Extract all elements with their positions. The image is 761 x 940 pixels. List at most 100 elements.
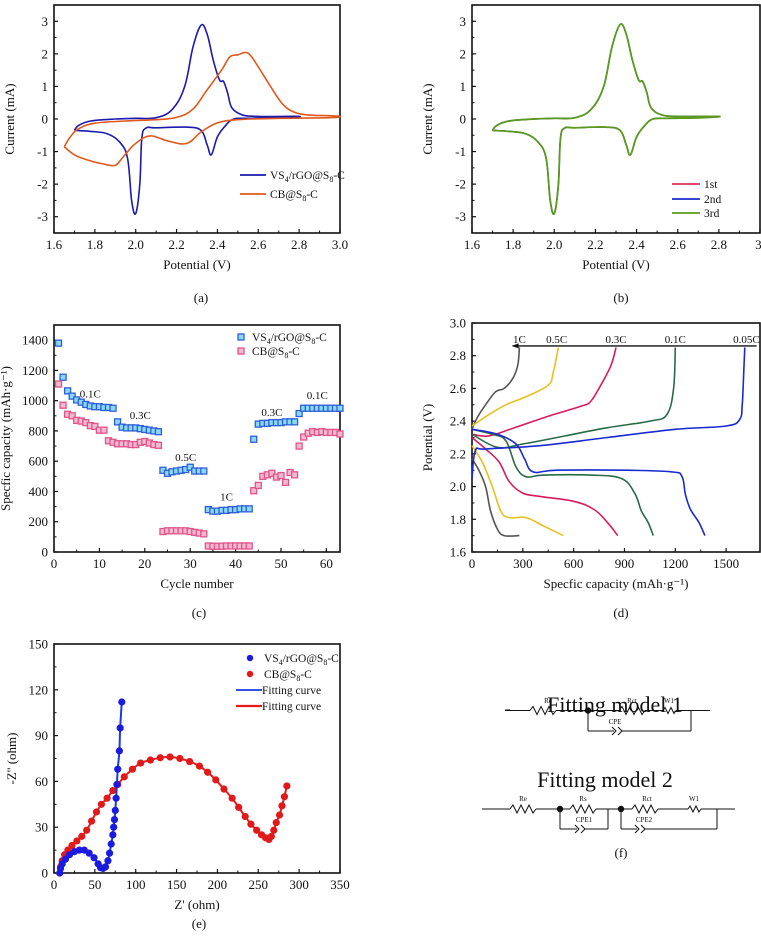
data-point-cb (270, 826, 278, 834)
data-point-cb (68, 841, 76, 850)
charge-curve-0.5C (471, 347, 560, 427)
data-point-vs4-rgo (115, 747, 123, 755)
y-tick-label: 2.2 (450, 446, 466, 461)
data-point-cb (220, 785, 228, 793)
y-tick-label: -2 (37, 177, 48, 192)
data-point-cb (78, 832, 86, 840)
data-point-cb (176, 754, 184, 763)
data-point-cb (200, 530, 208, 538)
label-cpe: CPE (609, 718, 622, 726)
y-tick-label: 3 (42, 14, 49, 29)
x-tick-label: 2.2 (587, 237, 603, 252)
data-point-cb (278, 802, 286, 810)
data-point-cb (204, 768, 212, 776)
x-axis-label: Cycle number (160, 576, 234, 591)
x-tick-label: 50 (274, 556, 287, 571)
discharge-curve-0.5C (471, 445, 564, 537)
data-point-cb (245, 542, 253, 550)
series-line-cb (63, 51, 341, 167)
x-tick-label: 1.8 (87, 237, 103, 252)
data-point-vs4-rgo (59, 373, 67, 381)
data-point-cb (275, 811, 284, 819)
rate-label: 0.1C (665, 334, 686, 346)
x-tick-label: 350 (330, 877, 350, 892)
x-tick-label: 250 (249, 877, 269, 892)
y-tick-label: 1 (460, 79, 467, 94)
data-point-cb (277, 471, 285, 480)
y-tick-label: 1.6 (450, 545, 467, 560)
y-tick-label: 1200 (22, 363, 48, 378)
x-tick-label: 2.4 (209, 237, 226, 252)
data-point-vs4-rgo (105, 849, 114, 857)
data-point-cb (87, 817, 96, 825)
y-tick-label: 150 (29, 637, 49, 652)
y-tick-label: -3 (37, 209, 48, 224)
circuit-model-2 (482, 803, 735, 834)
y-tick-label: 60 (35, 774, 48, 789)
data-point-cb (267, 832, 275, 840)
panel-c-rate-performance: 0 10 20 30 40 50 600200400600800100012001400Cy… (0, 324, 344, 620)
x-tick-label: 30 (184, 556, 197, 571)
data-point-cb (241, 812, 249, 821)
y-tick-label: 400 (29, 484, 49, 499)
label-rs: Rs (579, 795, 587, 803)
data-point-cb (235, 803, 243, 811)
y-tick-label: 0 (42, 866, 49, 881)
data-point-vs4-rgo (113, 418, 122, 426)
legend-label: VS4​/rGO@S8​-C (270, 170, 345, 184)
data-point-vs4-rgo (112, 794, 120, 802)
data-point-cb (283, 782, 291, 790)
legend-label: Fitting curve (262, 685, 321, 697)
x-axis-label: Specfic capacity (mAh·g⁻¹) (543, 576, 688, 591)
legend-swatch (246, 670, 254, 678)
circuit-model-1 (505, 705, 710, 736)
data-point-vs4-rgo (110, 815, 119, 824)
data-point-cb (272, 819, 280, 827)
data-point-cb (228, 794, 236, 802)
y-tick-label: 2 (42, 46, 49, 61)
label-cpe2: CPE2 (636, 816, 653, 824)
data-point-vs4-rgo (109, 831, 117, 839)
panel-label-f: (f) (615, 845, 628, 860)
data-point-vs4-rgo (101, 863, 110, 871)
data-point-cb (268, 469, 276, 477)
x-axis-label: Potential (V) (163, 257, 231, 272)
data-point-cb (156, 754, 164, 762)
data-point-vs4-rgo (54, 339, 63, 347)
y-tick-label: 2.0 (450, 479, 466, 494)
y-tick-label: 2 (460, 46, 467, 61)
data-point-cb (91, 422, 99, 431)
rate-annotation: 0.3C (261, 407, 282, 419)
data-point-cb (300, 433, 308, 441)
data-point-cb (212, 776, 220, 784)
data-point-vs4-rgo (154, 428, 163, 436)
x-tick-label: 2.8 (711, 237, 727, 252)
discharge-curve-0.3C (471, 436, 619, 537)
data-point-cb (250, 487, 258, 495)
legend-label: 3rd (704, 208, 720, 220)
data-point-cb (128, 765, 137, 773)
series-line-vs4-rgo (73, 23, 301, 215)
x-tick-label: 900 (615, 556, 635, 571)
data-point-cb (281, 478, 290, 487)
data-point-cb (186, 757, 194, 766)
data-point-vs4-rgo (111, 806, 119, 815)
x-tick-label: 1.6 (46, 237, 63, 252)
y-tick-label: 600 (29, 454, 49, 469)
x-tick-label: 0 (51, 556, 58, 571)
y-tick-label: -1 (455, 144, 466, 159)
data-point-cb (146, 756, 155, 764)
node-dot (584, 707, 592, 714)
y-axis-label: Current (mA) (2, 83, 17, 154)
legend-swatch (237, 347, 245, 355)
y-tick-label: 2.6 (450, 381, 467, 396)
data-point-vs4-rgo (295, 409, 303, 418)
data-point-vs4-rgo (114, 765, 122, 773)
y-tick-label: 1000 (22, 393, 48, 408)
data-point-cb (295, 442, 303, 450)
arrow-head-icon (511, 343, 519, 349)
y-tick-label: -2 (455, 177, 466, 192)
x-tick-label: 10 (93, 556, 106, 571)
data-point-cb (97, 800, 105, 808)
x-tick-label: 1.6 (464, 237, 481, 252)
